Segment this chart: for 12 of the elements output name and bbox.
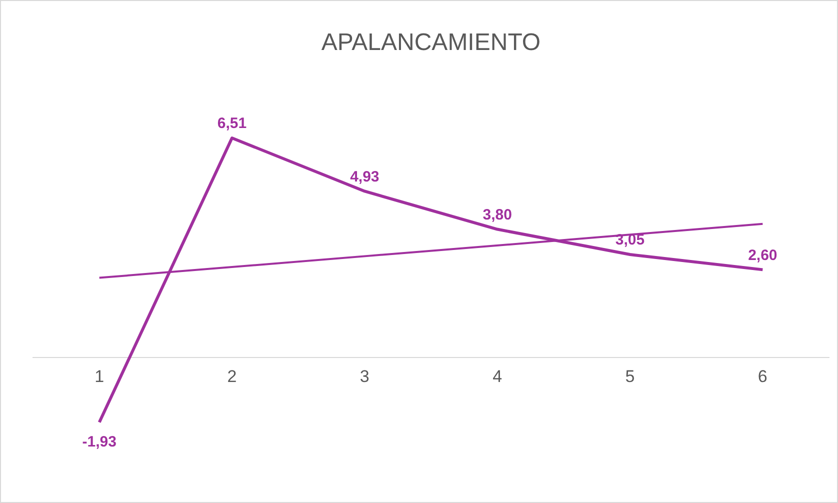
x-tick-label: 2: [227, 367, 237, 386]
x-tick-label: 4: [492, 367, 502, 386]
x-tick-label: 3: [360, 367, 370, 386]
data-label: 3,80: [482, 206, 512, 224]
x-tick-label: 6: [758, 367, 768, 386]
chart-title: APALANCAMIENTO: [321, 29, 541, 56]
data-label: 6,51: [217, 115, 247, 132]
x-tick-label: 5: [625, 367, 635, 386]
data-label: 4,93: [350, 168, 380, 186]
data-label: -1,93: [82, 433, 116, 450]
data-label: 2,60: [748, 246, 778, 264]
x-tick-label: 1: [94, 367, 104, 386]
